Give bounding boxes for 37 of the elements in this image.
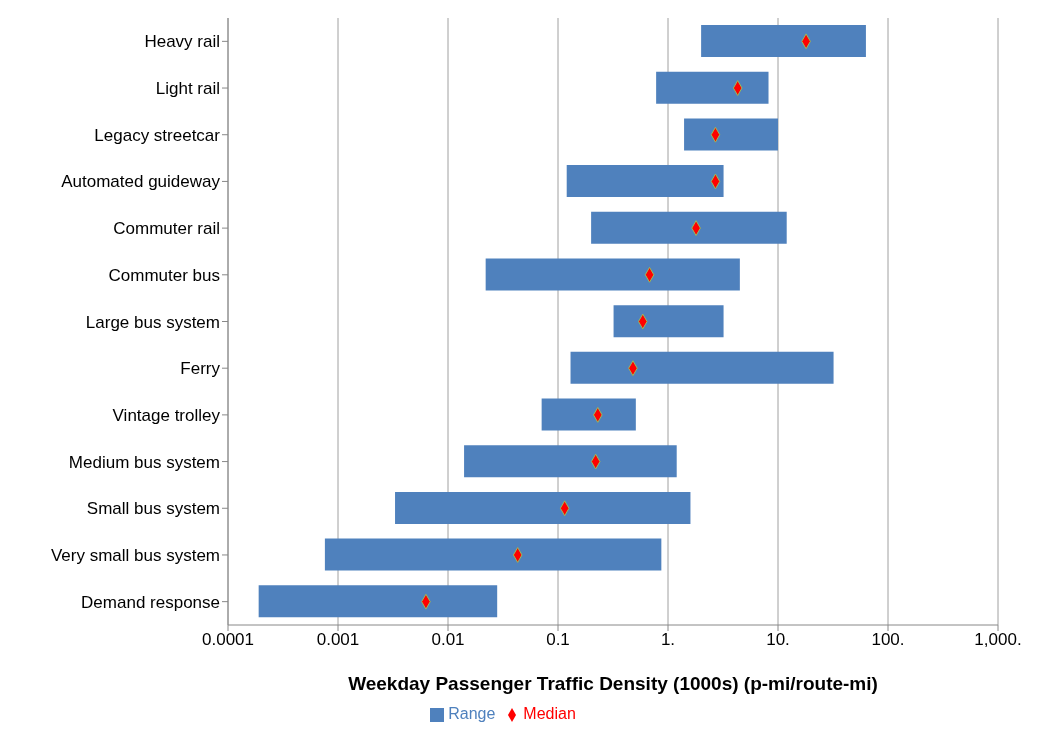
x-tick-label: 1,000. bbox=[974, 630, 1022, 650]
bar bbox=[613, 305, 724, 338]
bar bbox=[570, 351, 834, 384]
bar bbox=[464, 445, 677, 478]
legend-label: Range bbox=[448, 705, 496, 722]
y-tick-label: Heavy rail bbox=[144, 32, 220, 52]
bar bbox=[258, 585, 498, 618]
bar bbox=[656, 71, 769, 104]
x-tick-label: 0.0001 bbox=[202, 630, 254, 650]
legend-label: Median bbox=[523, 705, 576, 722]
bar bbox=[684, 118, 778, 151]
x-tick-label: 0.1 bbox=[546, 630, 570, 650]
y-tick-label: Legacy streetcar bbox=[94, 125, 221, 145]
x-tick-label: 0.001 bbox=[316, 630, 360, 650]
y-tick-label: Very small bus system bbox=[50, 546, 220, 565]
y-tick-label: Medium bus system bbox=[68, 452, 220, 472]
y-tick-label: Commuter bus bbox=[108, 265, 220, 285]
y-tick-label: Vintage trolley bbox=[112, 405, 221, 425]
bar bbox=[591, 211, 787, 244]
bar bbox=[566, 165, 724, 198]
y-tick-label: Commuter rail bbox=[113, 219, 220, 239]
x-tick-label: 0.01 bbox=[431, 630, 465, 650]
y-tick-label: Large bus system bbox=[85, 312, 220, 332]
bar bbox=[395, 491, 691, 524]
x-tick-label: 100. bbox=[871, 630, 905, 650]
y-tick-label: Small bus system bbox=[86, 499, 220, 519]
bar bbox=[485, 258, 740, 291]
bar bbox=[701, 25, 866, 57]
bar bbox=[324, 538, 662, 571]
y-tick-label: Automated guideway bbox=[61, 172, 221, 192]
y-tick-label: Demand response bbox=[81, 592, 220, 612]
y-tick-label: Ferry bbox=[180, 359, 221, 379]
bar bbox=[541, 398, 636, 431]
y-tick-label: Light rail bbox=[155, 79, 220, 99]
x-axis-title: Weekday Passenger Traffic Density (1000s) (p-mi/route-mi) bbox=[348, 673, 878, 694]
x-tick-label: 10. bbox=[766, 630, 790, 650]
x-tick-label: 1. bbox=[660, 630, 676, 650]
